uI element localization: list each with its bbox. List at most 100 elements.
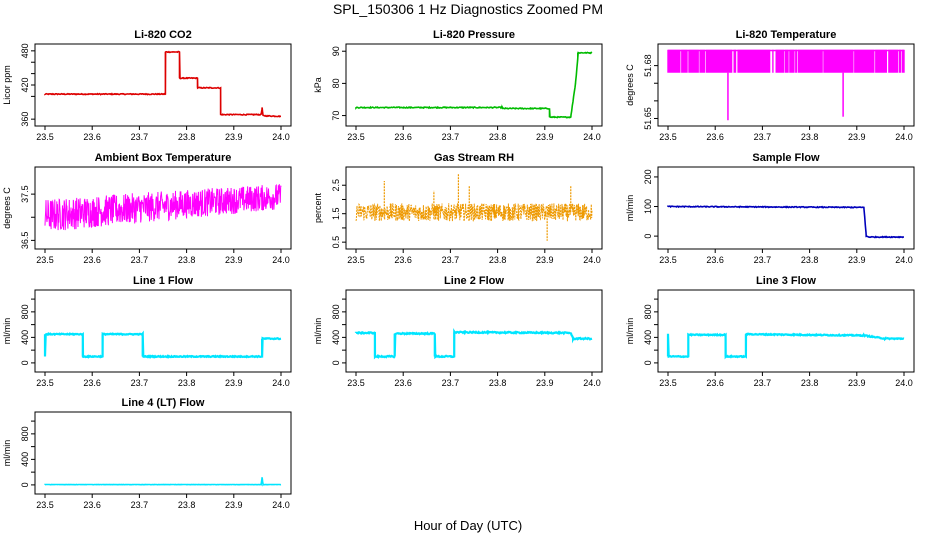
y-tick-label: 36.5	[20, 232, 30, 250]
data-series	[355, 51, 593, 119]
y-tick-label: 70	[331, 111, 341, 121]
chart-title: Line 3 Flow	[756, 275, 816, 287]
y-tick-label: 360	[20, 112, 30, 127]
x-tick-label: 23.9	[848, 255, 866, 265]
y-tick-label: 51.65	[643, 107, 653, 130]
x-tick-label: 23.5	[659, 378, 677, 388]
x-tick-label: 23.5	[36, 500, 54, 510]
x-tick-label: 23.5	[36, 378, 54, 388]
y-axis-title: degrees C	[2, 187, 12, 229]
x-tick-label: 23.5	[347, 378, 365, 388]
data-series	[355, 173, 593, 241]
chart-panel: Sample Flow 23.5 23.6 23.7 23.8 23.9 24.0 0 100 2…	[625, 152, 915, 265]
y-tick-label: 800	[643, 304, 653, 319]
x-tick-label: 23.9	[848, 132, 866, 142]
x-tick-label: 23.6	[394, 378, 412, 388]
y-tick-label: 0	[20, 482, 30, 487]
series-line	[44, 477, 282, 487]
series-line	[43, 330, 282, 359]
x-tick-label: 23.5	[347, 132, 365, 142]
chart-title: Li-820 CO2	[134, 29, 191, 41]
y-axis-title: Licor ppm	[2, 65, 12, 105]
y-axis-title: ml/min	[625, 195, 635, 222]
chart-title: Line 4 (LT) Flow	[122, 397, 205, 409]
x-tick-label: 23.7	[754, 378, 772, 388]
plot-frame	[34, 411, 292, 495]
y-tick-label: 800	[20, 426, 30, 441]
chart-panel: Line 2 Flow 23.5 23.6 23.7 23.8 23.9 24.0 0 400 8…	[313, 275, 603, 388]
chart-panel: Ambient Box Temperature 23.5 23.6 23.7 23.8 2…	[2, 152, 292, 265]
plot-frame	[657, 289, 915, 373]
chart-panel: Li-820 Pressure 23.5 23.6 23.7 23.8 23.9 24.0 7…	[313, 29, 603, 142]
x-tick-label: 24.0	[272, 255, 290, 265]
data-series	[666, 332, 905, 360]
y-axis-title: kPa	[313, 77, 323, 93]
chart-panel: Gas Stream RH 23.5 23.6 23.7 23.8 23.9 24.0 0.5…	[313, 152, 603, 265]
y-axis-title: percent	[313, 192, 323, 223]
chart-panel: Line 1 Flow 23.5 23.6 23.7 23.8 23.9 24.0 0 400 8…	[2, 275, 292, 388]
x-tick-label: 23.7	[131, 500, 149, 510]
plot-frame	[657, 166, 915, 250]
x-tick-label: 23.5	[36, 132, 54, 142]
x-tick-label: 23.6	[83, 132, 101, 142]
x-tick-label: 24.0	[583, 378, 601, 388]
x-tick-label: 23.9	[536, 378, 554, 388]
series-line	[355, 51, 593, 119]
x-tick-label: 23.5	[659, 132, 677, 142]
y-axis-title: ml/min	[625, 318, 635, 345]
x-tick-label: 23.7	[754, 255, 772, 265]
chart-title: Line 1 Flow	[133, 275, 193, 287]
x-tick-label: 24.0	[895, 378, 913, 388]
series-noise-band	[355, 201, 593, 222]
x-tick-label: 23.6	[706, 255, 724, 265]
y-tick-label: 51.68	[643, 54, 653, 77]
x-tick-label: 24.0	[895, 132, 913, 142]
series-line	[666, 332, 905, 360]
x-tick-label: 23.6	[83, 378, 101, 388]
plot-frame	[345, 166, 603, 250]
x-tick-label: 23.8	[801, 378, 819, 388]
data-series	[44, 477, 282, 487]
plot-frame	[345, 289, 603, 373]
chart-title: Ambient Box Temperature	[95, 152, 232, 164]
y-tick-label: 800	[331, 304, 341, 319]
x-tick-label: 23.8	[489, 132, 507, 142]
x-tick-label: 24.0	[583, 255, 601, 265]
y-tick-label: 37.5	[20, 185, 30, 203]
y-tick-label: 400	[20, 452, 30, 467]
x-tick-label: 23.5	[36, 255, 54, 265]
y-tick-label: 0	[643, 234, 653, 239]
x-tick-label: 23.6	[394, 255, 412, 265]
x-tick-label: 23.9	[536, 132, 554, 142]
x-tick-label: 23.6	[706, 132, 724, 142]
x-tick-label: 23.8	[489, 378, 507, 388]
y-tick-label: 0	[20, 360, 30, 365]
x-tick-label: 23.8	[489, 255, 507, 265]
page-title: SPL_150306 1 Hz Diagnostics Zoomed PM	[332, 1, 604, 17]
x-tick-label: 23.9	[225, 132, 243, 142]
y-axis-title: ml/min	[2, 440, 12, 467]
chart-panel: Li-820 CO2 23.5 23.6 23.7 23.8 23.9 24.0 360 420…	[2, 29, 292, 142]
x-tick-label: 23.7	[131, 132, 149, 142]
y-tick-label: 0	[331, 360, 341, 365]
y-tick-label: 200	[643, 169, 653, 184]
y-axis-title: ml/min	[2, 318, 12, 345]
x-tick-label: 23.7	[442, 255, 460, 265]
series-line	[354, 327, 593, 360]
series-line	[44, 50, 281, 118]
x-tick-label: 23.9	[225, 500, 243, 510]
x-tick-label: 23.5	[659, 255, 677, 265]
chart-title: Gas Stream RH	[434, 152, 514, 164]
x-tick-label: 23.8	[801, 132, 819, 142]
x-tick-label: 23.7	[131, 378, 149, 388]
chart-panel: Line 4 (LT) Flow 23.5 23.6 23.7 23.8 23.9 24.0…	[2, 397, 292, 510]
y-tick-label: 400	[20, 330, 30, 345]
y-tick-label: 80	[331, 78, 341, 88]
x-tick-label: 23.7	[754, 132, 772, 142]
x-tick-label: 24.0	[895, 255, 913, 265]
x-tick-label: 23.6	[394, 132, 412, 142]
x-tick-label: 23.9	[848, 378, 866, 388]
plot-frame	[657, 43, 915, 127]
x-tick-label: 24.0	[583, 132, 601, 142]
data-series	[667, 49, 905, 121]
